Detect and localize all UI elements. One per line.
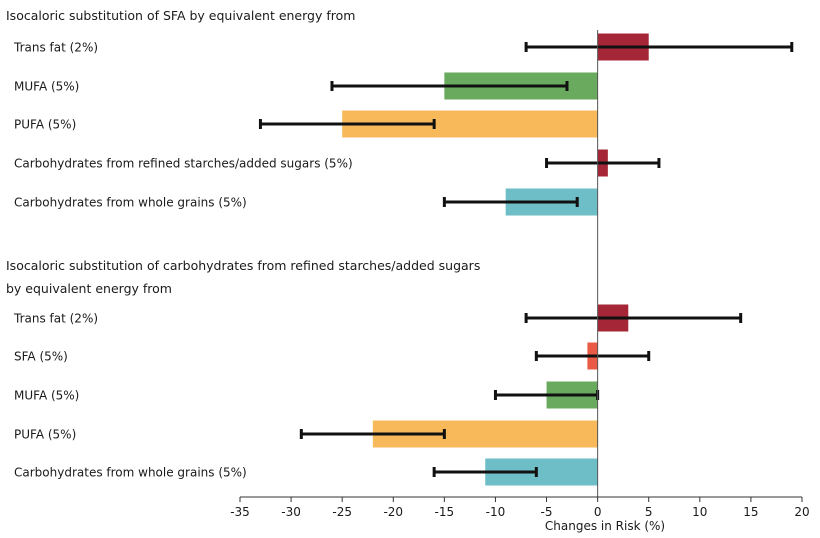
x-axis: -35 -30 -25 -20 -15 -10 -5 0 5 10 15 20 — [230, 496, 810, 519]
category-label: PUFA (5%) — [14, 428, 76, 442]
category-label: SFA (5%) — [14, 350, 68, 364]
x-tick-label: -5 — [541, 505, 553, 519]
x-axis-title: Changes in Risk (%) — [545, 519, 665, 533]
section-heading-1-line-1: Isocaloric substitution of SFA by equiva… — [6, 8, 355, 23]
section-heading-2-line-1: Isocaloric substitution of carbohydrates… — [6, 258, 480, 273]
x-tick-label: -30 — [281, 505, 301, 519]
x-tick-label: -10 — [486, 505, 506, 519]
x-tick-label: -20 — [383, 505, 403, 519]
category-label: MUFA (5%) — [14, 389, 79, 403]
x-tick-label: 15 — [743, 505, 758, 519]
x-tick-label: -25 — [332, 505, 352, 519]
x-tick-label: 10 — [692, 505, 707, 519]
x-tick-label: 5 — [645, 505, 653, 519]
x-tick-label: 0 — [594, 505, 602, 519]
category-label: Trans fat (2%) — [13, 41, 98, 55]
x-tick-label: 20 — [794, 505, 809, 519]
section-heading-2-line-2: by equivalent energy from — [6, 281, 172, 296]
category-label: Carbohydrates from whole grains (5%) — [14, 196, 247, 210]
x-tick-label: -15 — [435, 505, 455, 519]
section-headings: Isocaloric substitution of SFA by equiva… — [6, 8, 480, 296]
category-labels: Trans fat (2%) MUFA (5%) PUFA (5%) Carbohyd… — [13, 41, 353, 480]
error-bars — [258, 42, 794, 477]
category-label: Trans fat (2%) — [13, 312, 98, 326]
x-tick-label: -35 — [230, 505, 250, 519]
category-label: MUFA (5%) — [14, 80, 79, 94]
category-label: Carbohydrates from refined starches/adde… — [14, 157, 353, 171]
category-label: PUFA (5%) — [14, 118, 76, 132]
category-label: Carbohydrates from whole grains (5%) — [14, 466, 247, 480]
